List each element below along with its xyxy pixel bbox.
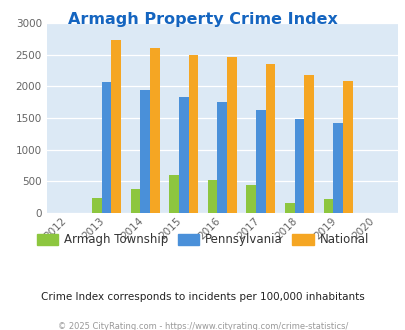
Bar: [92, 198, 101, 213]
Bar: [130, 189, 140, 213]
Bar: [342, 81, 352, 213]
Bar: [217, 102, 226, 213]
Bar: [246, 185, 256, 213]
Bar: [101, 82, 111, 213]
Bar: [294, 118, 303, 213]
Bar: [256, 110, 265, 213]
Bar: [111, 41, 121, 213]
Bar: [265, 64, 275, 213]
Bar: [284, 203, 294, 213]
Legend: Armagh Township, Pennsylvania, National: Armagh Township, Pennsylvania, National: [34, 230, 371, 250]
Bar: [149, 49, 159, 213]
Bar: [207, 180, 217, 213]
Bar: [169, 175, 179, 213]
Bar: [323, 199, 333, 213]
Bar: [188, 55, 198, 213]
Text: Crime Index corresponds to incidents per 100,000 inhabitants: Crime Index corresponds to incidents per…: [41, 292, 364, 302]
Bar: [333, 123, 342, 213]
Bar: [140, 89, 149, 213]
Bar: [303, 75, 313, 213]
Bar: [179, 97, 188, 213]
Text: © 2025 CityRating.com - https://www.cityrating.com/crime-statistics/: © 2025 CityRating.com - https://www.city…: [58, 322, 347, 330]
Bar: [226, 57, 236, 213]
Text: Armagh Property Crime Index: Armagh Property Crime Index: [68, 12, 337, 26]
